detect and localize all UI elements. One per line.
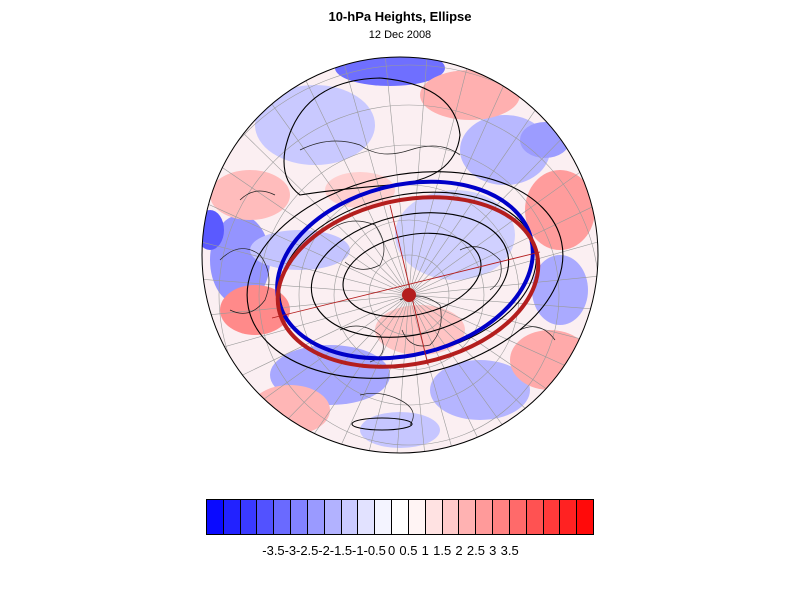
page-title: 10-hPa Heights, Ellipse: [328, 9, 472, 24]
colorbar-tick-label: 0.5: [399, 543, 418, 558]
colorbar-swatch: [560, 500, 578, 534]
colorbar-tick-label: 1: [421, 543, 429, 558]
colorbar-swatch: [408, 500, 426, 534]
colorbar-swatch: [459, 500, 477, 534]
colorbar-swatch: [375, 500, 393, 534]
colorbar-swatch: [442, 500, 460, 534]
colorbar-swatch: [543, 500, 561, 534]
colorbar-tick-label: -2.5: [296, 543, 319, 558]
colorbar-tick-label: 2: [455, 543, 463, 558]
colorbar-tick-label: -0.5: [363, 543, 386, 558]
colorbar-swatch: [307, 500, 325, 534]
colorbar-swatch: [223, 500, 241, 534]
colorbar-swatch: [240, 500, 258, 534]
colorbar-tick-label: -3: [284, 543, 297, 558]
red-ellipse: [275, 195, 541, 369]
colorbar-swatch: [425, 500, 443, 534]
colorbar-swatch: [274, 500, 292, 534]
red-ellipse-axis-minor: [389, 204, 429, 366]
colorbar-swatch: [509, 500, 527, 534]
colorbar-swatch: [577, 500, 594, 534]
page-subtitle: 12 Dec 2008: [368, 29, 432, 41]
colorbar-swatch: [291, 500, 308, 534]
colorbar: [206, 499, 594, 535]
colorbar-swatch: [526, 500, 544, 534]
colorbar-ticks: -3.5 -3 -2.5 -2 -1.5 -1 -0.5 0 0.5 1 1.5 2 2.5 3 3.5: [206, 543, 594, 561]
colorbar-swatch: [476, 500, 494, 534]
colorbar-swatch: [207, 500, 224, 534]
colorbar-tick-label: -1: [352, 543, 364, 558]
colorbar-swatch: [392, 500, 409, 534]
colorbar-tick-label: -2: [318, 543, 330, 558]
red-ellipse-axis-major: [271, 251, 541, 319]
colorbar-tick-label: 3: [489, 543, 497, 558]
colorbar-swatch: [324, 500, 342, 534]
colorbar-tick-label: 2.5: [466, 543, 485, 558]
colorbar-tick-label: -3.5: [262, 543, 285, 558]
colorbar-tick-label: 3.5: [500, 543, 519, 558]
coastlines: [219, 140, 556, 426]
colorbar-tick-label: -1.5: [329, 543, 353, 558]
colorbar-swatch: [341, 500, 359, 534]
vortex-ellipses: [271, 179, 541, 369]
colorbar-tick-label: 1.5: [433, 543, 452, 558]
map-border: [201, 56, 599, 454]
colorbar-swatch: [257, 500, 275, 534]
colorbar-swatch: [493, 500, 510, 534]
red-ellipse-center: [402, 288, 416, 302]
colorbar-tick-label: 0: [387, 543, 396, 558]
colorbar-swatch: [358, 500, 376, 534]
